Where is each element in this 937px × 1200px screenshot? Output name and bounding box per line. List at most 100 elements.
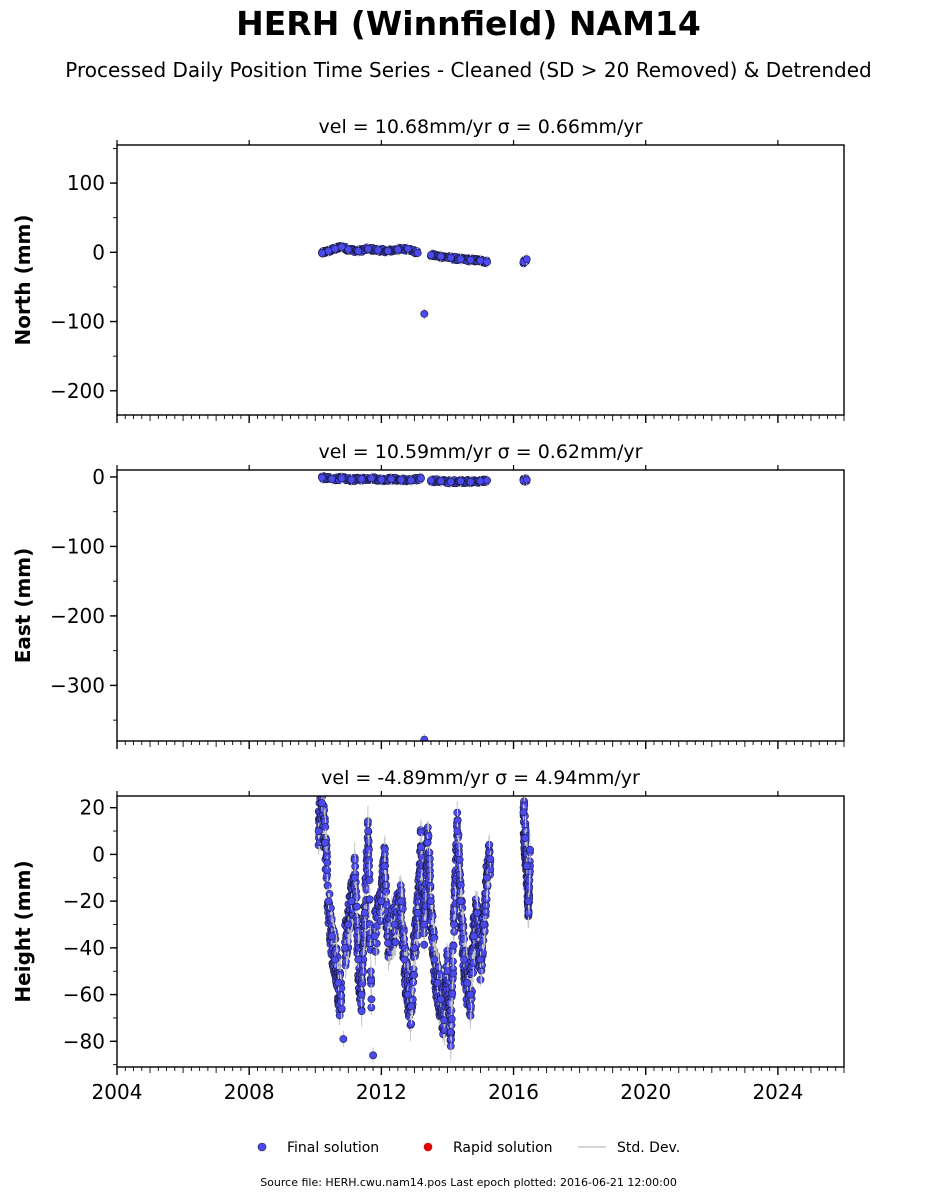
data-point (524, 897, 533, 906)
legend-final-marker (257, 1142, 267, 1152)
data-point (374, 246, 382, 255)
y-tick-label: 20 (80, 796, 105, 820)
data-point (466, 990, 475, 999)
panel-title: vel = -4.89mm/yr σ = 4.94mm/yr (321, 767, 640, 789)
data-point (337, 242, 346, 251)
y-axis-label: Height (mm) (11, 860, 35, 1002)
data-point (341, 943, 349, 952)
data-point (397, 897, 406, 906)
data-point (324, 897, 333, 906)
data-point (337, 1004, 346, 1013)
data-points (317, 471, 531, 741)
data-point (522, 475, 531, 484)
figure-title: HERH (Winnfield) NAM14 (236, 4, 701, 43)
data-point (331, 955, 339, 964)
data-point (358, 979, 367, 988)
data-point (483, 476, 492, 485)
data-point (344, 920, 353, 929)
data-point (476, 955, 485, 964)
data-point (387, 475, 396, 483)
data-point (446, 253, 455, 262)
data-point (427, 251, 435, 259)
data-point (364, 827, 373, 835)
data-point (460, 935, 469, 943)
x-tick-label: 2016 (488, 1080, 539, 1104)
data-point (440, 1016, 449, 1025)
data-point (521, 796, 525, 797)
data-point (403, 244, 412, 253)
data-point (327, 904, 335, 913)
data-point (324, 247, 333, 255)
data-point (393, 245, 402, 254)
data-point (427, 897, 435, 906)
data-point (327, 475, 336, 483)
data-point (314, 827, 323, 835)
data-point (463, 978, 472, 987)
data-point (413, 908, 422, 917)
data-point (401, 944, 410, 953)
data-point (420, 735, 429, 741)
data-point (367, 995, 376, 1004)
data-point (357, 475, 366, 483)
data-point (466, 256, 475, 264)
data-point (476, 256, 485, 265)
legend-rapid-marker (423, 1142, 433, 1152)
data-point (520, 801, 529, 810)
data-point (424, 832, 433, 840)
data-point (351, 873, 359, 882)
data-point (365, 876, 374, 884)
data-point (382, 887, 391, 896)
y-tick-label: 0 (92, 465, 105, 489)
y-tick-label: 0 (92, 240, 105, 264)
data-point (521, 834, 530, 842)
data-point (485, 848, 494, 857)
data-point (433, 978, 442, 987)
legend-label: Final solution (287, 1140, 379, 1156)
data-point (397, 475, 406, 484)
data-point (381, 844, 389, 853)
data-point (427, 476, 435, 485)
plot-frame (116, 795, 845, 1068)
y-tick-label: −40 (63, 936, 105, 960)
data-point (347, 897, 356, 906)
data-point (365, 895, 374, 904)
data-point (450, 920, 458, 929)
data-point (317, 249, 326, 257)
y-tick-label: −200 (50, 379, 105, 403)
y-axis-label: East (mm) (11, 548, 35, 664)
data-point (417, 474, 425, 483)
data-point (410, 970, 419, 979)
data-point (339, 1035, 348, 1043)
data-point (407, 476, 416, 485)
x-tick-label: 2020 (620, 1080, 671, 1104)
data-point (479, 920, 488, 929)
data-point (526, 845, 534, 854)
x-tick-label: 2008 (224, 1080, 275, 1104)
legend-label: Rapid solution (453, 1140, 553, 1156)
data-point (318, 788, 325, 795)
data-point (430, 933, 439, 942)
data-point (367, 474, 376, 483)
data-points (317, 240, 531, 320)
data-point (443, 967, 452, 976)
data-point (413, 249, 422, 257)
data-point (391, 938, 400, 947)
data-point (369, 1051, 378, 1060)
data-point (446, 477, 455, 486)
data-point (420, 920, 429, 929)
data-point (360, 908, 369, 917)
data-point (353, 902, 361, 911)
data-point (377, 475, 386, 484)
data-point (400, 955, 409, 964)
data-point (371, 947, 380, 956)
data-point (367, 976, 376, 985)
data-point (456, 477, 465, 486)
data-point (483, 873, 492, 882)
data-point (410, 943, 419, 952)
data-point (430, 955, 439, 964)
panel-title: vel = 10.68mm/yr σ = 0.66mm/yr (319, 116, 643, 138)
data-point (453, 816, 462, 825)
y-tick-label: −20 (63, 889, 105, 913)
data-point (323, 881, 332, 890)
